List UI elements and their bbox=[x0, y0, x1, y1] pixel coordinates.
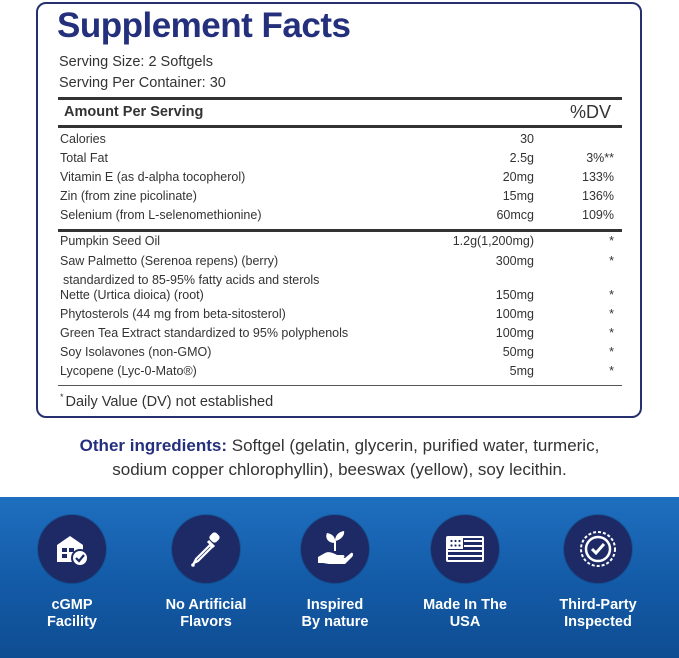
ingredient-row: Lycopene (Lyc-0-Mato®) 5mg * bbox=[58, 364, 622, 383]
ingredient-amount: 50mg bbox=[502, 345, 534, 359]
nutrient-row: Calories 30 bbox=[58, 132, 622, 151]
ingredient-dv: * bbox=[609, 326, 614, 340]
ingredient-row: Saw Palmetto (Serenoa repens) (berry) st… bbox=[58, 254, 622, 287]
badge-made-in-usa: Made In The USA bbox=[405, 515, 525, 631]
nutrient-row: Zin (from zine picolinate) 15mg 136% bbox=[58, 189, 622, 208]
ingredient-amount: 100mg bbox=[495, 326, 534, 340]
seal-check-icon bbox=[564, 515, 632, 583]
badge-no-artificial-flavors: No Artificial Flavors bbox=[146, 515, 266, 631]
nutrient-name: Calories bbox=[60, 132, 106, 146]
badge-third-party-inspected: Third-Party Inspected bbox=[538, 515, 658, 631]
supplement-facts-panel: Supplement Facts Serving Size: 2 Softgel… bbox=[36, 2, 642, 418]
ingredient-amount: 1.2g(1,200mg) bbox=[452, 234, 534, 248]
badge-cgmp-facility: cGMP Facility bbox=[12, 515, 132, 631]
ingredient-name: Phytosterols (44 mg from beta-sitosterol… bbox=[60, 307, 286, 321]
footnote-mark: * bbox=[60, 392, 64, 402]
serving-size: Serving Size: 2 Softgels bbox=[59, 54, 213, 70]
nutrient-amount: 30 bbox=[520, 132, 534, 146]
badge-label: No Artificial Flavors bbox=[165, 597, 247, 630]
ingredient-row: Soy Isolavones (non-GMO) 50mg * bbox=[58, 345, 622, 364]
ingredient-dv: * bbox=[609, 254, 614, 268]
nutrient-dv: 109% bbox=[582, 208, 614, 222]
hand-leaf-icon bbox=[301, 515, 369, 583]
footnote-text: Daily Value (DV) not established bbox=[65, 394, 274, 410]
ingredient-subtext: standardized to 85-95% fatty acids and s… bbox=[63, 273, 320, 287]
ingredient-row: Green Tea Extract standardized to 95% po… bbox=[58, 326, 622, 345]
ingredient-row: Nette (Urtica dioica) (root) 150mg * bbox=[58, 288, 622, 307]
feature-badges-band: cGMP Facility No Artificial Flavors Insp… bbox=[0, 497, 679, 658]
nutrient-name: Zin (from zine picolinate) bbox=[60, 189, 197, 203]
servings-per-container: Serving Per Container: 30 bbox=[59, 75, 226, 91]
other-ingredients-line1: Other ingredients: Softgel (gelatin, gly… bbox=[0, 434, 679, 458]
ingredient-name: Lycopene (Lyc-0-Mato®) bbox=[60, 364, 197, 378]
nutrient-row: Total Fat 2.5g 3%** bbox=[58, 151, 622, 170]
rule-section bbox=[58, 229, 622, 232]
nutrient-amount: 20mg bbox=[502, 170, 534, 184]
other-ingredients-label: Other ingredients: bbox=[79, 436, 228, 455]
ingredient-dv: * bbox=[609, 345, 614, 359]
ingredient-amount: 5mg bbox=[509, 364, 534, 378]
ingredient-amount: 100mg bbox=[495, 307, 534, 321]
badge-label: Inspired By nature bbox=[301, 597, 369, 630]
other-ingredients-text2: sodium copper chlorophyllin), beeswax (y… bbox=[112, 460, 567, 479]
ingredient-name: Green Tea Extract standardized to 95% po… bbox=[60, 326, 349, 340]
daily-value-header: %DV bbox=[570, 102, 612, 122]
badge-inspired-by-nature: Inspired By nature bbox=[275, 515, 395, 631]
rule-bottom bbox=[58, 385, 622, 386]
ingredient-dv: * bbox=[609, 288, 614, 302]
ingredient-name: Pumpkin Seed Oil bbox=[60, 234, 161, 248]
nutrient-name: Total Fat bbox=[60, 151, 108, 165]
dropper-icon bbox=[172, 515, 240, 583]
nutrient-dv: 133% bbox=[582, 170, 614, 184]
nutrient-dv: 136% bbox=[582, 189, 614, 203]
nutrient-name: Selenium (from L-selenomethionine) bbox=[60, 208, 262, 222]
badge-label: Made In The USA bbox=[423, 597, 507, 630]
ingredient-amount: 150mg bbox=[495, 288, 534, 302]
nutrient-amount: 15mg bbox=[502, 189, 534, 203]
usa-flag-icon bbox=[431, 515, 499, 583]
rule-top bbox=[58, 97, 622, 100]
rule-header bbox=[58, 125, 622, 128]
nutrient-name: Vitamin E (as d-alpha tocopherol) bbox=[60, 170, 246, 184]
nutrient-amount: 60mcg bbox=[496, 208, 534, 222]
nutrient-amount: 2.5g bbox=[509, 151, 534, 165]
badge-label: cGMP Facility bbox=[47, 597, 97, 630]
amount-per-serving-header: Amount Per Serving bbox=[64, 104, 204, 120]
ingredient-name: Nette (Urtica dioica) (root) bbox=[60, 288, 204, 302]
other-ingredients-text1: Softgel (gelatin, glycerin, purified wat… bbox=[227, 436, 600, 455]
badge-label: Third-Party Inspected bbox=[559, 597, 637, 630]
nutrient-dv: 3%** bbox=[586, 151, 614, 165]
facility-check-icon bbox=[38, 515, 106, 583]
nutrient-row: Vitamin E (as d-alpha tocopherol) 20mg 1… bbox=[58, 170, 622, 189]
nutrient-row: Selenium (from L-selenomethionine) 60mcg… bbox=[58, 208, 622, 227]
ingredient-name: Soy Isolavones (non-GMO) bbox=[60, 345, 212, 359]
ingredient-amount: 300mg bbox=[495, 254, 534, 268]
other-ingredients: Other ingredients: Softgel (gelatin, gly… bbox=[0, 434, 679, 482]
footnote: * Daily Value (DV) not established bbox=[60, 392, 273, 410]
ingredient-name: Saw Palmetto (Serenoa repens) (berry) bbox=[60, 254, 279, 268]
ingredient-dv: * bbox=[609, 234, 614, 248]
ingredient-dv: * bbox=[609, 364, 614, 378]
facts-title: Supplement Facts bbox=[57, 6, 351, 45]
ingredient-row: Pumpkin Seed Oil 1.2g(1,200mg) * bbox=[58, 234, 622, 253]
ingredient-dv: * bbox=[609, 307, 614, 321]
ingredient-row: Phytosterols (44 mg from beta-sitosterol… bbox=[58, 307, 622, 326]
